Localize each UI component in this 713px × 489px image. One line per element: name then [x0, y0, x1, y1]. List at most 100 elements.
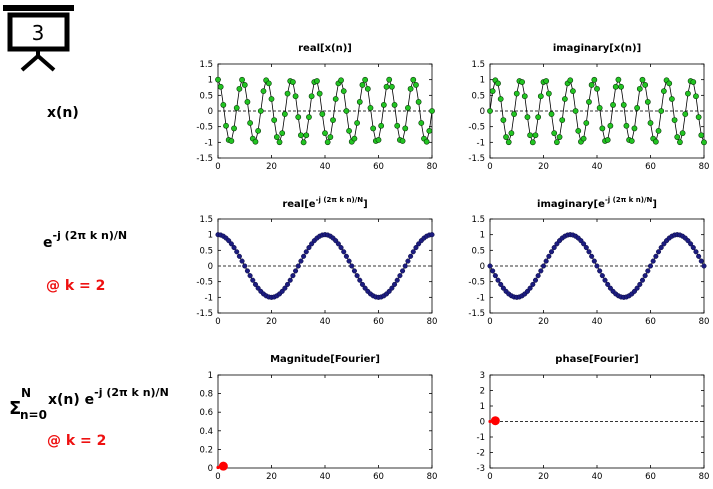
y-tick-label: 1.5 — [199, 60, 213, 70]
data-point — [354, 120, 360, 126]
data-point — [495, 277, 501, 283]
data-point — [623, 122, 630, 129]
data-point — [300, 139, 307, 146]
data-point — [370, 125, 377, 132]
data-point — [591, 76, 598, 83]
data-point — [271, 117, 278, 123]
y-tick-label: -0.5 — [468, 123, 485, 133]
y-tick-label: -3 — [477, 464, 485, 474]
y-tick-label: -1 — [477, 433, 485, 443]
sum-sigma: Σ — [9, 398, 21, 419]
y-tick-label: -0.5 — [196, 123, 213, 133]
data-point — [698, 132, 705, 139]
data-point — [343, 108, 350, 114]
data-point — [513, 90, 520, 97]
y-tick-label: 0.2 — [199, 445, 213, 455]
data-point — [351, 268, 357, 274]
data-point — [332, 96, 339, 102]
data-point — [359, 82, 366, 88]
kernel-label: e-j (2π k n)/N — [43, 229, 127, 251]
data-point — [532, 132, 539, 139]
y-tick-label: 1 — [480, 231, 485, 241]
data-point — [693, 93, 699, 100]
data-point — [298, 132, 304, 139]
data-point — [599, 273, 605, 279]
data-point — [618, 83, 624, 90]
data-point — [655, 127, 662, 134]
data-point — [495, 80, 501, 87]
data-point — [652, 138, 659, 145]
x-tick-label: 80 — [699, 162, 710, 172]
data-point — [631, 125, 638, 132]
x-tick-label: 20 — [538, 317, 549, 327]
data-point — [418, 120, 425, 126]
data-point — [405, 105, 411, 111]
data-point — [602, 277, 608, 283]
data-point — [581, 241, 587, 247]
y-tick-label: 1.5 — [471, 60, 485, 70]
data-point — [551, 130, 558, 137]
data-point — [669, 96, 675, 102]
plot-area — [217, 374, 433, 469]
data-point — [340, 88, 347, 95]
y-tick-label: 1 — [208, 371, 213, 381]
highlight-point — [218, 461, 228, 471]
data-point — [330, 117, 336, 123]
data-point — [303, 249, 309, 255]
data-point — [503, 134, 509, 140]
data-point — [216, 465, 220, 470]
data-point — [338, 77, 344, 84]
data-point — [255, 127, 262, 134]
data-point — [354, 273, 360, 279]
data-point — [553, 139, 560, 146]
y-tick-label: -0.5 — [468, 278, 485, 288]
data-point — [698, 258, 704, 264]
data-point — [546, 253, 552, 259]
data-point — [607, 122, 614, 129]
x-tick-label: 80 — [427, 472, 438, 482]
data-point — [529, 139, 536, 146]
data-point — [586, 99, 592, 105]
x-tick-label: 80 — [699, 317, 710, 327]
data-point — [236, 253, 242, 259]
data-point — [505, 139, 512, 146]
x-tick-label: 60 — [645, 317, 656, 327]
data-point — [308, 93, 315, 100]
real-xn-chart: real[x(n)]1.510.50-0.5-1-1.50 20 40 60 80 — [196, 43, 437, 172]
data-point — [327, 134, 334, 140]
data-point — [228, 138, 235, 144]
x-tick-label: 0 — [487, 162, 492, 172]
data-point — [586, 249, 592, 255]
x-tick-label: 0 — [487, 317, 492, 327]
data-point — [276, 139, 283, 146]
xn-label: x(n) — [47, 105, 79, 121]
presentation-board-icon: 3 — [3, 5, 74, 72]
data-point — [572, 108, 579, 114]
data-point — [589, 253, 595, 259]
data-point — [239, 76, 245, 83]
data-point — [273, 134, 280, 140]
real-kernel-chart: real[e-j (2π k n)/N]1.510.50-0.5-1-1.50 2… — [196, 196, 437, 327]
data-point — [375, 137, 382, 143]
x-tick-label: 80 — [699, 472, 710, 482]
data-point — [642, 82, 649, 88]
data-point — [301, 253, 307, 259]
data-point — [289, 79, 296, 85]
data-point — [567, 77, 574, 84]
data-point — [620, 101, 627, 108]
data-point — [380, 101, 387, 108]
data-point — [556, 134, 563, 140]
data-point — [287, 277, 293, 283]
data-point — [634, 105, 641, 111]
data-point — [413, 82, 419, 88]
data-point — [570, 88, 576, 95]
y-tick-label: 0.6 — [199, 408, 213, 418]
data-point — [612, 83, 619, 90]
data-point — [293, 268, 299, 274]
data-point — [508, 130, 515, 137]
data-point — [400, 268, 406, 274]
data-point — [265, 80, 272, 87]
data-point — [490, 268, 496, 274]
data-point — [295, 114, 302, 121]
y-tick-label: 1 — [208, 76, 213, 86]
